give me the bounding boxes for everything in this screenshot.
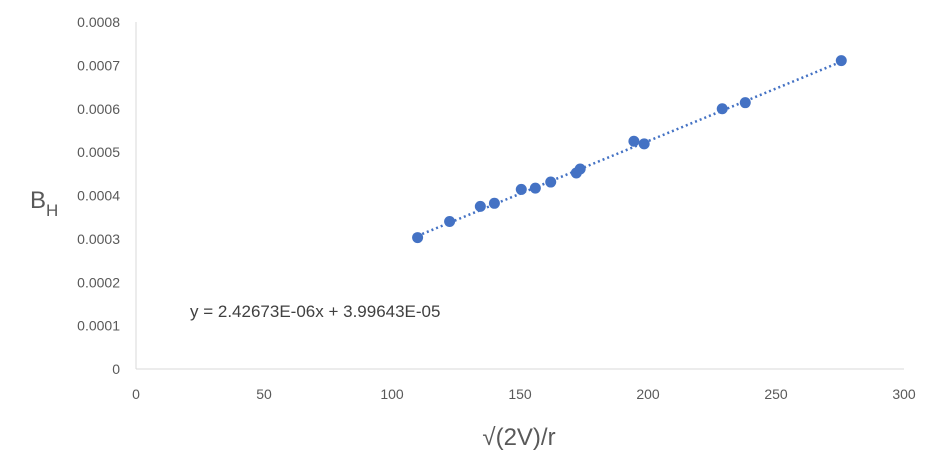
x-tick-label: 250 xyxy=(764,386,788,402)
data-point xyxy=(835,55,847,67)
y-tick-label: 0.0007 xyxy=(77,57,120,73)
y-tick-labels: 0 0.0001 0.0002 0.0003 0.0004 0.0005 0.0006 0.0… xyxy=(77,14,120,377)
trendline-group xyxy=(417,60,842,238)
y-tick-label: 0.0002 xyxy=(77,274,120,290)
data-point xyxy=(488,197,500,209)
trendline-equation: y = 2.42673E-06x + 3.99643E-05 xyxy=(190,302,440,321)
y-axis-label-main: B xyxy=(30,187,46,214)
x-tick-label: 50 xyxy=(256,386,272,402)
x-tick-label: 300 xyxy=(892,386,916,402)
data-point xyxy=(638,138,650,150)
x-tick-label: 100 xyxy=(380,386,404,402)
data-point xyxy=(529,182,541,194)
data-point xyxy=(515,183,527,195)
x-tick-label: 150 xyxy=(508,386,532,402)
data-point xyxy=(444,216,456,228)
data-point xyxy=(739,97,751,109)
y-tick-label: 0.0003 xyxy=(77,231,120,247)
x-tick-labels: 0 50 100 150 200 250 300 xyxy=(132,386,916,402)
data-points xyxy=(412,55,847,244)
y-tick-label: 0 xyxy=(112,361,120,377)
data-point xyxy=(545,176,557,188)
data-point xyxy=(628,135,640,147)
axes xyxy=(135,22,904,370)
data-point xyxy=(716,103,728,115)
x-axis-label: √(2V)/r xyxy=(482,424,555,451)
data-point xyxy=(412,232,424,244)
data-point xyxy=(474,200,486,212)
x-tick-label: 0 xyxy=(132,386,140,402)
y-tick-label: 0.0005 xyxy=(77,144,120,160)
y-tick-label: 0.0006 xyxy=(77,101,120,117)
trendline xyxy=(417,60,842,238)
x-tick-label: 200 xyxy=(636,386,660,402)
y-tick-label: 0.0001 xyxy=(77,318,120,334)
y-tick-label: 0.0008 xyxy=(77,14,120,30)
data-point xyxy=(574,163,586,175)
y-tick-label: 0.0004 xyxy=(77,188,120,204)
y-axis-label: BH xyxy=(30,187,58,220)
y-axis-label-subscript: H xyxy=(46,201,58,220)
